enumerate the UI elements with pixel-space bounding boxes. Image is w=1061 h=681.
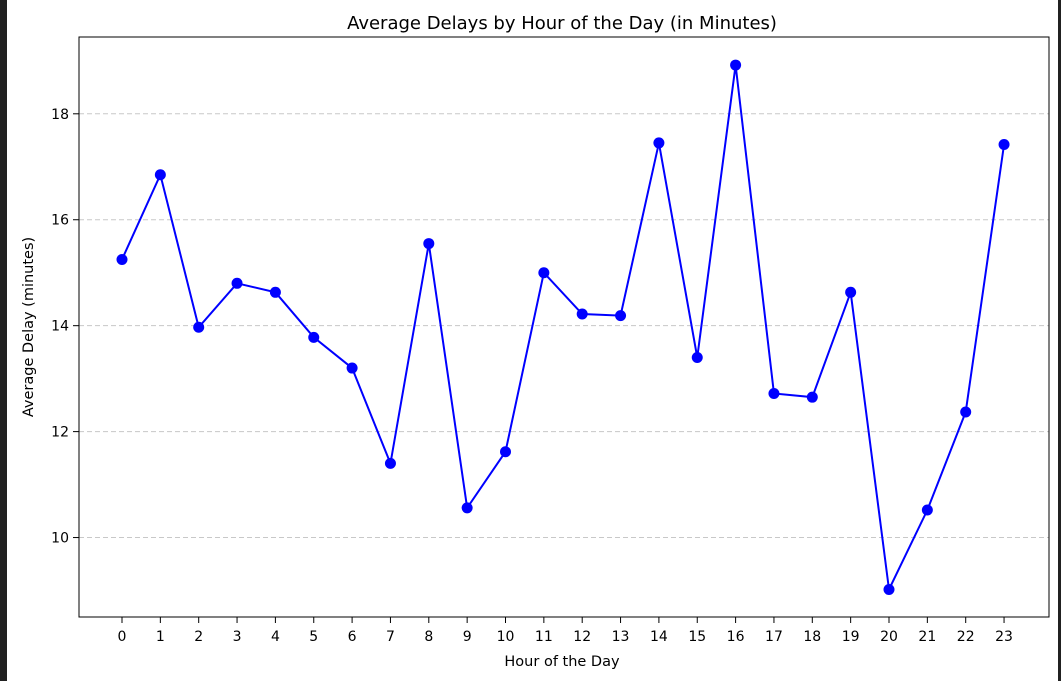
y-tick-label: 16 — [51, 213, 69, 229]
x-tick-label: 23 — [995, 629, 1013, 645]
series-average-delay — [116, 59, 1010, 595]
data-point — [730, 59, 742, 71]
data-point — [193, 321, 205, 333]
x-tick-label: 12 — [573, 629, 591, 645]
x-tick-label: 20 — [880, 629, 898, 645]
data-point — [576, 308, 588, 320]
x-tick-label: 2 — [194, 629, 203, 645]
x-tick-label: 3 — [233, 629, 242, 645]
x-tick-label: 8 — [424, 629, 433, 645]
x-tick-label: 9 — [463, 629, 472, 645]
y-tick-label: 10 — [51, 531, 69, 547]
x-tick-label: 13 — [612, 629, 630, 645]
x-tick-label: 10 — [497, 629, 515, 645]
data-point — [960, 406, 972, 418]
data-point — [346, 362, 358, 374]
x-tick-label: 17 — [765, 629, 783, 645]
data-point — [461, 502, 473, 514]
x-tick-label: 0 — [118, 629, 127, 645]
data-point — [691, 351, 703, 363]
data-point — [231, 277, 243, 289]
data-point — [423, 238, 435, 250]
data-point — [116, 253, 128, 265]
x-tick-label: 4 — [271, 629, 280, 645]
data-point — [998, 139, 1010, 151]
plot-frame — [78, 36, 1050, 618]
data-point — [538, 267, 550, 279]
x-tick-label: 21 — [918, 629, 936, 645]
data-point — [500, 446, 511, 458]
x-tick-label: 6 — [348, 629, 357, 645]
line-chart: Average Delays by Hour of the Day (in Mi… — [21, 13, 1050, 670]
data-point — [768, 387, 780, 399]
data-point — [883, 583, 895, 595]
data-point — [921, 504, 933, 516]
grid-lines — [79, 113, 1049, 539]
x-tick-label: 18 — [803, 629, 821, 645]
data-point — [845, 286, 857, 298]
series-line — [121, 64, 1006, 593]
y-tick-label: 12 — [51, 425, 69, 441]
y-axis-ticks: 10 12 14 16 18 — [51, 107, 79, 547]
data-point — [269, 286, 281, 298]
x-tick-label: 16 — [727, 629, 745, 645]
x-tick-label: 7 — [386, 629, 395, 645]
y-tick-label: 14 — [51, 319, 69, 335]
x-tick-label: 19 — [842, 629, 860, 645]
y-axis-label: Average Delay (minutes) — [21, 237, 37, 417]
x-tick-label: 1 — [156, 629, 165, 645]
chart-title: Average Delays by Hour of the Day (in Mi… — [347, 13, 777, 34]
data-point — [653, 137, 665, 149]
data-point — [154, 169, 166, 181]
data-point — [308, 331, 320, 343]
data-point — [615, 310, 627, 322]
data-point — [384, 457, 396, 469]
x-tick-label: 11 — [535, 629, 553, 645]
data-point — [806, 391, 818, 403]
y-tick-label: 18 — [51, 107, 69, 123]
x-axis-label: Hour of the Day — [504, 654, 620, 670]
x-axis-ticks: 0 1 2 3 4 5 6 7 8 9 10 11 12 13 14 15 16 17 18 19 20 21 22 23 — [118, 617, 1013, 645]
x-tick-label: 14 — [650, 629, 668, 645]
chart-figure: Average Delays by Hour of the Day (in Mi… — [7, 0, 1058, 681]
x-tick-label: 15 — [688, 629, 706, 645]
x-tick-label: 22 — [957, 629, 975, 645]
x-tick-label: 5 — [309, 629, 318, 645]
